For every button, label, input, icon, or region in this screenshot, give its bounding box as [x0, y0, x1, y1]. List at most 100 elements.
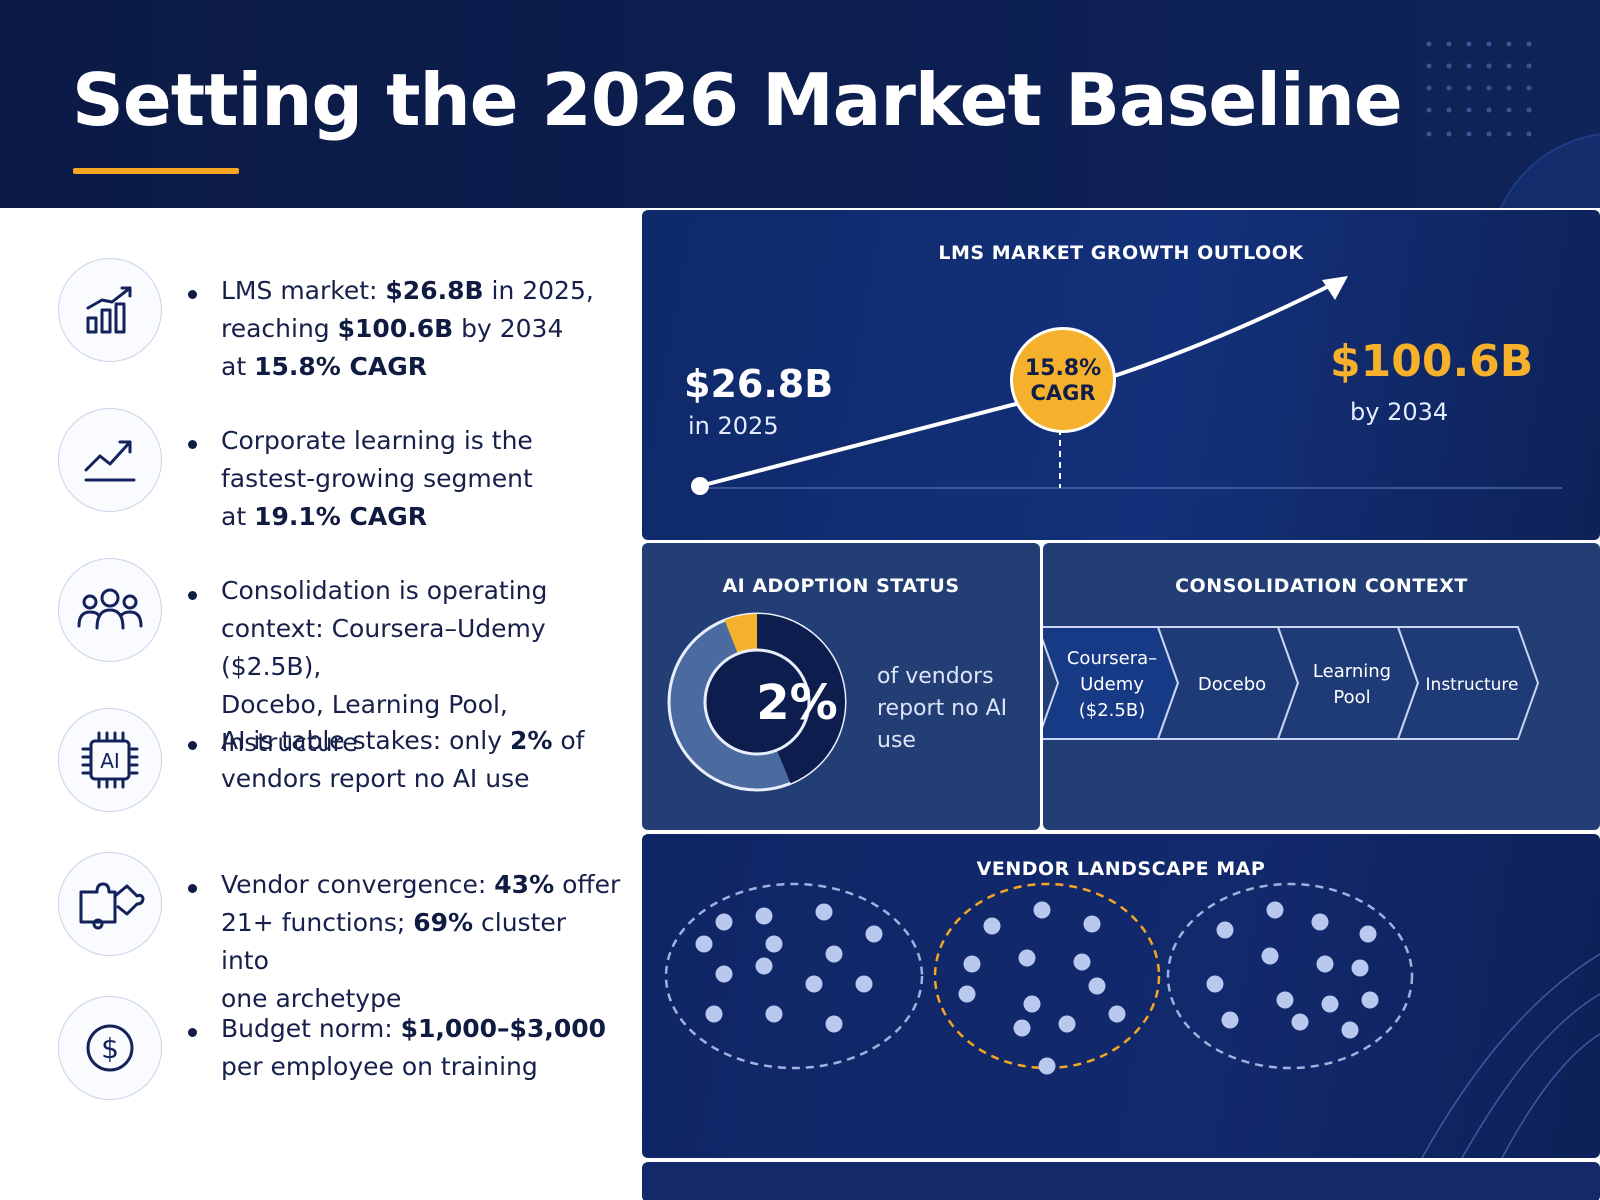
vendor-dot	[1316, 955, 1334, 973]
decorative-dot-grid	[1426, 41, 1532, 137]
fact-line: LMS market: $26.8B in 2025,	[221, 276, 594, 305]
fact-list: LMS market: $26.8B in 2025, reaching $100…	[0, 208, 640, 1200]
vendor-dot	[1311, 913, 1329, 931]
chevron-shape	[1396, 626, 1540, 740]
fact-line: Corporate learning is the	[221, 426, 533, 455]
vendor-dot	[1058, 1015, 1076, 1033]
vendor-dot	[1351, 959, 1369, 977]
bullet	[188, 1028, 197, 1037]
chevron-label: ($2.5B)	[1079, 700, 1145, 721]
fact-text: Consolidation is operating context: Cours…	[221, 572, 621, 762]
start-value: $26.8B	[684, 362, 834, 406]
vendor-dot	[825, 1015, 843, 1033]
chevron-shape	[1276, 626, 1420, 740]
end-label: by 2034	[1350, 398, 1449, 426]
bullet	[188, 290, 197, 299]
vendor-dot	[695, 935, 713, 953]
bullet	[188, 884, 197, 893]
chevron-label: Udemy	[1080, 674, 1144, 695]
fact-line: at 15.8% CAGR	[221, 352, 427, 381]
ai-percent: 2%	[756, 675, 838, 731]
adoption-donut	[667, 612, 847, 792]
vendor-dot	[1321, 995, 1339, 1013]
consolidation-panel: CONSOLIDATION CONTEXT Coursera– Udemy ($2.…	[1043, 543, 1600, 830]
fact-text: LMS market: $26.8B in 2025, reaching $100…	[221, 272, 621, 386]
vendor-dot	[855, 975, 873, 993]
vendor-dot	[1088, 977, 1106, 995]
vendor-dot	[1013, 1019, 1031, 1037]
vendor-dot	[958, 985, 976, 1003]
ai-panel-title: AI ADOPTION STATUS	[722, 575, 960, 597]
fact-line: fastest-growing segment	[221, 464, 533, 493]
decorative-arc	[1488, 132, 1600, 208]
ai-adoption-panel: AI ADOPTION STATUS 2% of vendors report …	[642, 543, 1040, 830]
consolidation-step: Docebo	[1156, 626, 1300, 740]
vendor-dot	[865, 925, 883, 943]
consolidation-chevrons: Coursera– Udemy ($2.5B) Docebo Learning Pool I…	[1043, 626, 1540, 740]
vendor-dot	[765, 1005, 783, 1023]
vendor-dot	[1276, 991, 1294, 1009]
chevron-label: Coursera–	[1067, 648, 1157, 669]
page-title: Setting the 2026 Market Baseline	[72, 58, 1403, 142]
bar-chart-icon	[58, 258, 162, 362]
vendor-dot	[1023, 995, 1041, 1013]
vendor-cluster	[1166, 882, 1414, 1070]
vendor-dot	[1221, 1011, 1239, 1029]
vendor-dot	[715, 965, 733, 983]
fact-line: one archetype	[221, 984, 402, 1013]
fact-text: Budget norm: $1,000–$3,000 per employee o…	[221, 1010, 621, 1086]
start-label: in 2025	[688, 412, 779, 440]
fact-line: Vendor convergence: 43% offer	[221, 870, 621, 899]
cluster-boundary	[1166, 882, 1414, 1070]
svg-text:$: $	[101, 1032, 119, 1065]
vendor-cluster	[933, 882, 1161, 1075]
vendor-dot	[805, 975, 823, 993]
vendor-dot	[755, 907, 773, 925]
vendor-dot	[825, 945, 843, 963]
fact-line: reaching $100.6B by 2034	[221, 314, 564, 343]
vendor-dot	[1361, 991, 1379, 1009]
fact-text: Corporate learning is the fastest-growing…	[221, 422, 621, 536]
end-value: $100.6B	[1330, 336, 1534, 387]
fact-line: vendors report no AI use	[221, 764, 530, 793]
fact-line: context: Coursera–Udemy ($2.5B),	[221, 614, 546, 681]
cagr-badge-label: CAGR	[1030, 381, 1096, 405]
bullet	[188, 591, 197, 600]
dollar-icon: $	[58, 996, 162, 1100]
chevron-label: Instructure	[1426, 675, 1519, 695]
fact-line: per employee on training	[221, 1052, 538, 1081]
fact-line: 21+ functions; 69% cluster into	[221, 908, 567, 975]
ai-chip-icon: AI	[58, 708, 162, 812]
consolidation-step: Learning Pool	[1276, 626, 1420, 740]
vendor-dot	[1206, 975, 1224, 993]
growth-panel-title: LMS MARKET GROWTH OUTLOOK	[938, 242, 1304, 264]
consolidation-step: Coursera– Udemy ($2.5B)	[1043, 626, 1180, 740]
puzzle-icon	[58, 852, 162, 956]
vendor-cluster-map	[664, 882, 1600, 1158]
vendor-dot	[1083, 915, 1101, 933]
cluster-boundary	[664, 882, 924, 1070]
vendor-dot	[1216, 921, 1234, 939]
vendor-dot	[1341, 1021, 1359, 1039]
vendor-dot	[765, 935, 783, 953]
bullet	[188, 440, 197, 449]
bottom-panel	[642, 1162, 1600, 1200]
vendor-dot	[1359, 925, 1377, 943]
fact-line: at 19.1% CAGR	[221, 502, 427, 531]
vendor-landscape-panel: VENDOR LANDSCAPE MAP	[642, 834, 1600, 1158]
fact-line: Docebo, Learning Pool, Instructure	[221, 690, 508, 757]
vendor-dot	[705, 1005, 723, 1023]
chevron-label: Docebo	[1198, 674, 1266, 695]
growth-outlook-panel: LMS MARKET GROWTH OUTLOOK 15.8% CAGR $26…	[642, 210, 1600, 540]
vendor-dot	[1266, 901, 1284, 919]
vendor-dot	[715, 913, 733, 931]
vendor-dot	[1261, 947, 1279, 965]
vendor-dot	[1018, 949, 1036, 967]
vendor-dot	[963, 955, 981, 973]
consolidation-step: Instructure	[1396, 626, 1540, 740]
vendor-panel-title: VENDOR LANDSCAPE MAP	[976, 858, 1266, 880]
vendor-dot	[983, 917, 1001, 935]
vendor-dot	[815, 903, 833, 921]
header-banner: Setting the 2026 Market Baseline	[0, 0, 1600, 208]
fact-line: Consolidation is operating	[221, 576, 548, 605]
